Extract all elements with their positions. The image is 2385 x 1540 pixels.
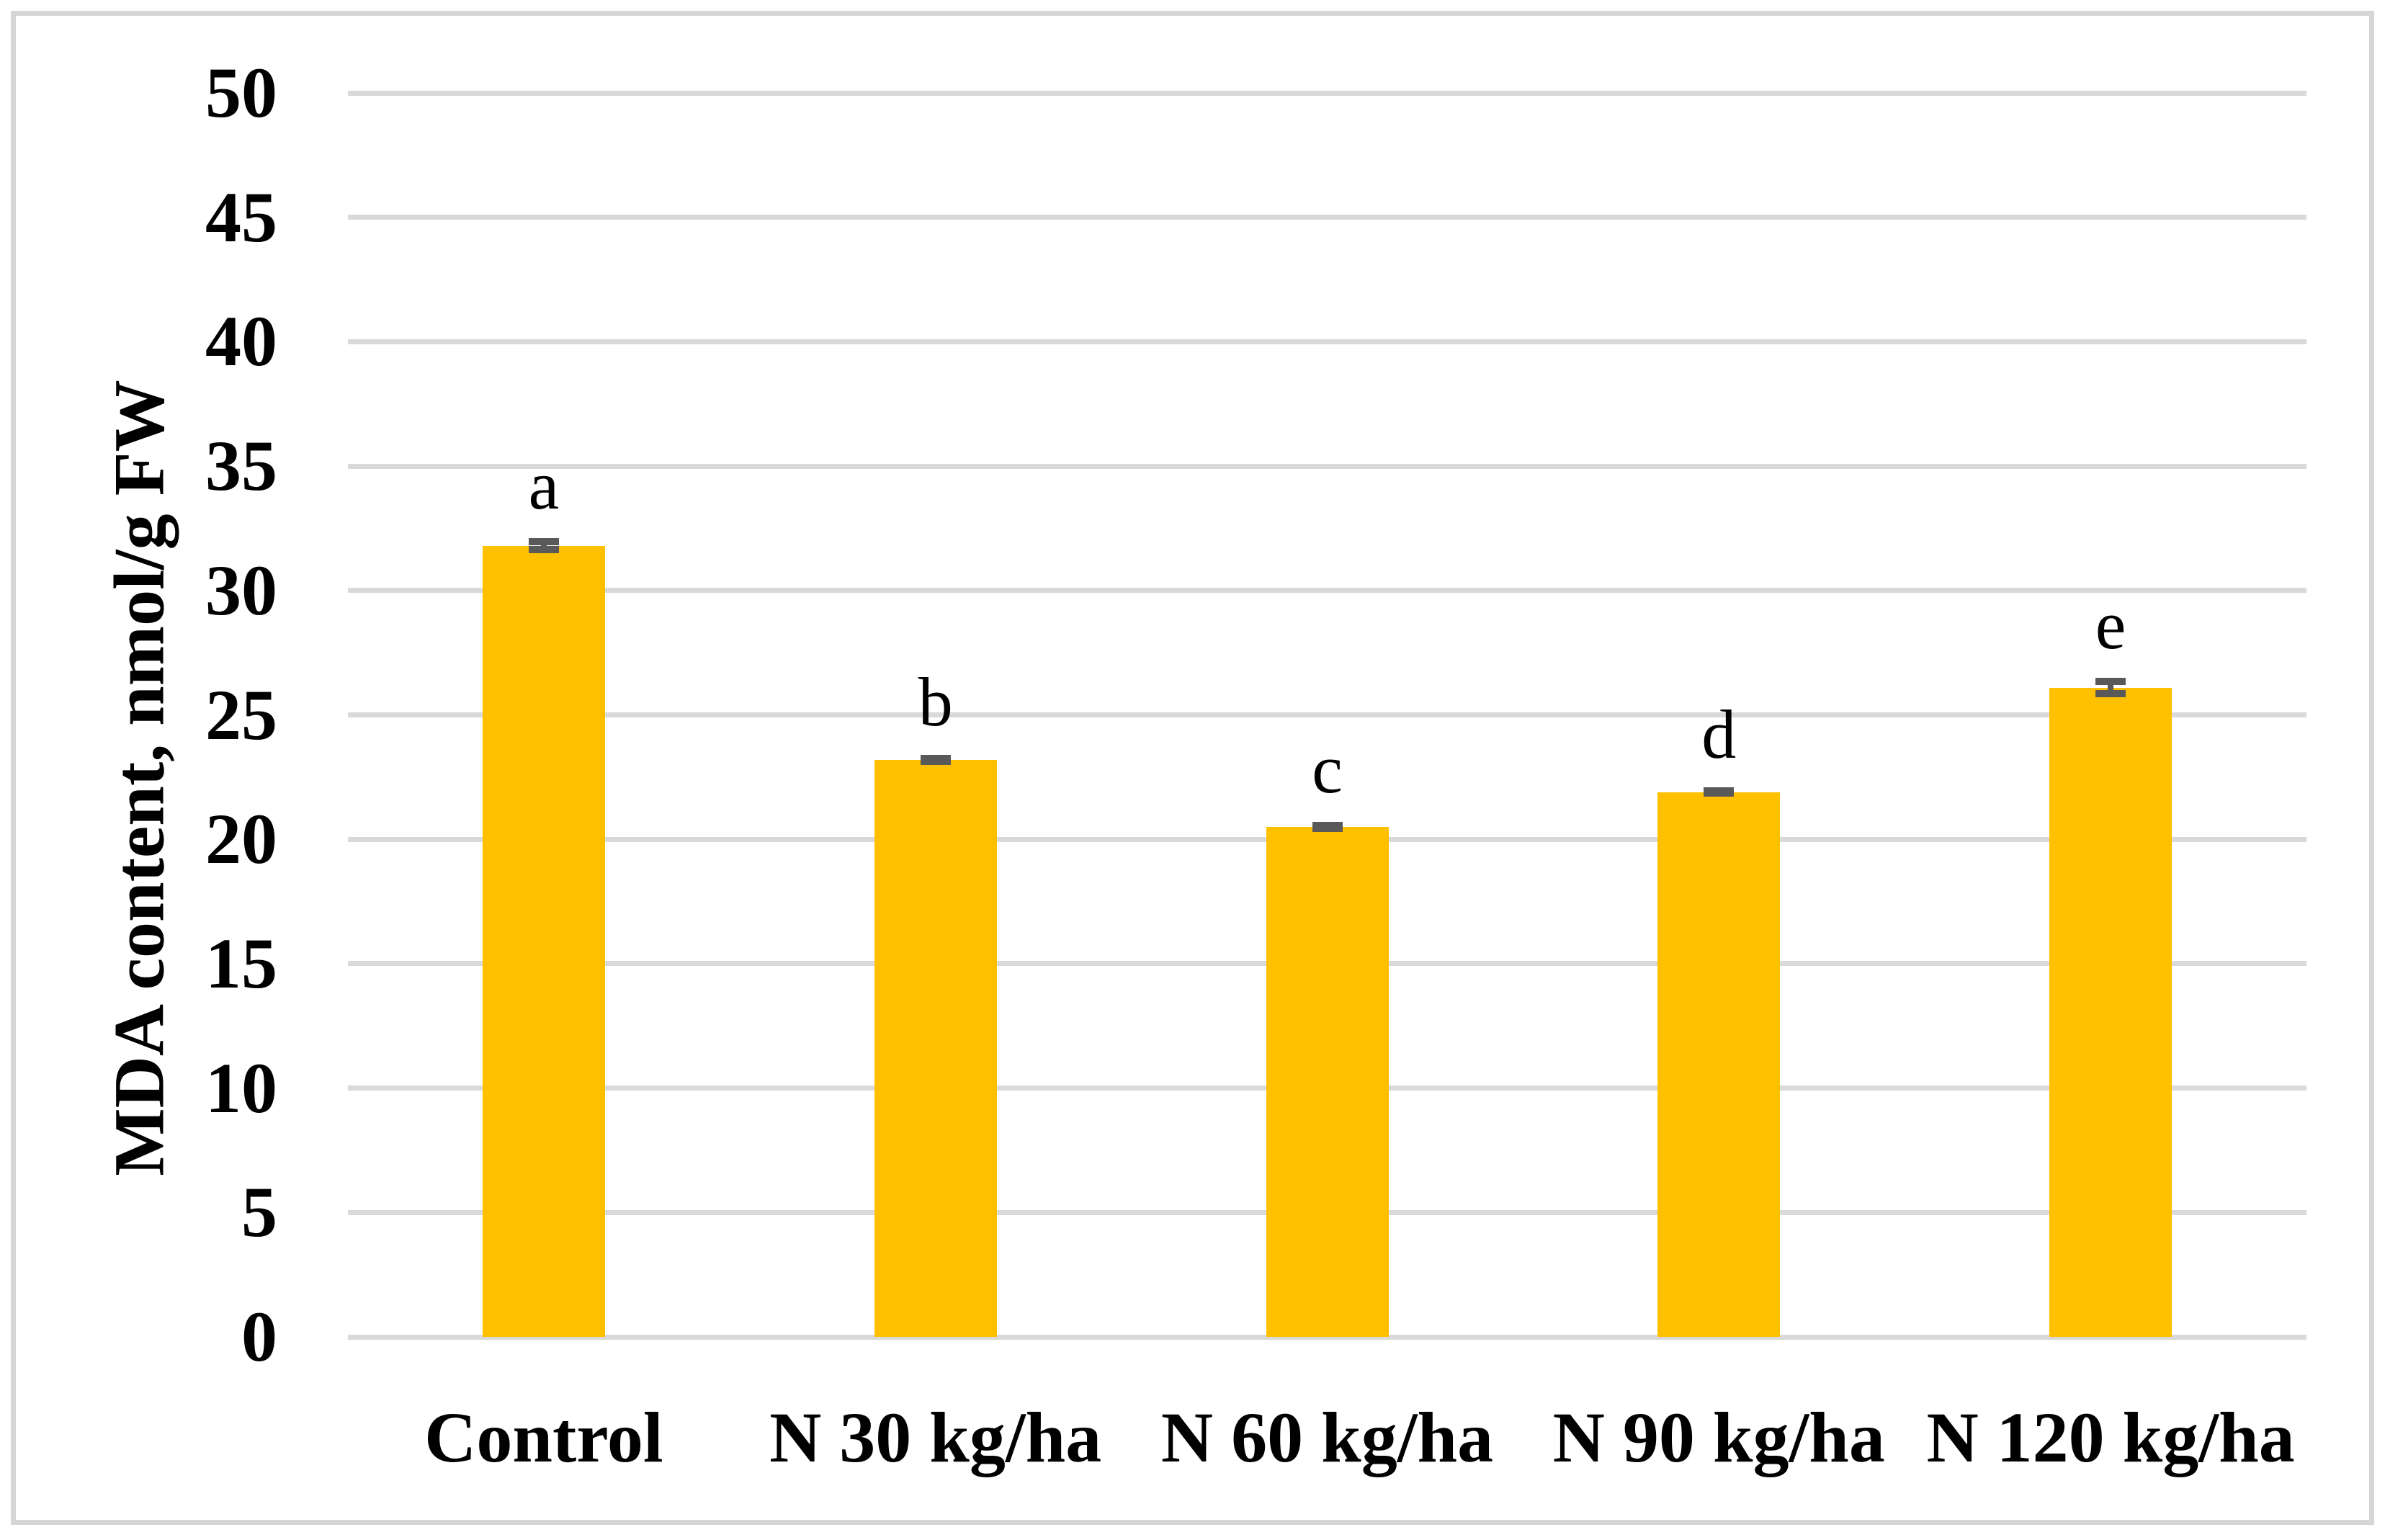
y-tick-label: 35 xyxy=(205,426,277,506)
y-tick-label: 5 xyxy=(241,1172,277,1253)
error-bar-bottom-cap xyxy=(1704,789,1735,797)
bar xyxy=(1266,826,1389,1337)
gridline xyxy=(348,463,2306,469)
error-bar xyxy=(2095,677,2126,698)
bar xyxy=(874,759,997,1337)
y-tick-label: 30 xyxy=(205,550,277,630)
error-bar-whisker xyxy=(2108,677,2114,698)
error-bar xyxy=(1704,787,1735,797)
y-tick-label: 50 xyxy=(205,53,277,133)
significance-letter: a xyxy=(528,447,560,524)
y-tick-label: 15 xyxy=(205,923,277,1003)
chart-border-frame xyxy=(11,11,2374,1525)
gridline xyxy=(348,588,2306,594)
gridline xyxy=(348,90,2306,96)
x-tick-label: N 30 kg/ha xyxy=(769,1397,1102,1477)
significance-letter: b xyxy=(918,663,953,740)
y-tick-label: 45 xyxy=(205,176,277,257)
x-tick-label: N 90 kg/ha xyxy=(1552,1397,1885,1477)
x-tick-label: N 120 kg/ha xyxy=(1926,1397,2295,1477)
error-bar-bottom-cap xyxy=(2095,690,2126,698)
y-tick-label: 20 xyxy=(205,799,277,879)
error-bar-bottom-cap xyxy=(528,545,559,553)
x-tick-label: N 60 kg/ha xyxy=(1160,1397,1494,1477)
bar xyxy=(1657,792,1781,1337)
error-bar-bottom-cap xyxy=(1312,824,1343,832)
error-bar xyxy=(1312,822,1343,832)
y-tick-label: 25 xyxy=(205,674,277,755)
significance-letter: c xyxy=(1312,730,1343,808)
error-bar xyxy=(528,538,559,553)
y-tick-label: 0 xyxy=(241,1297,277,1376)
significance-letter: d xyxy=(1701,695,1737,773)
x-tick-label: Control xyxy=(424,1397,663,1477)
error-bar-whisker xyxy=(540,538,547,553)
bar xyxy=(482,545,605,1337)
error-bar-bottom-cap xyxy=(920,757,951,765)
y-tick-label: 40 xyxy=(205,301,277,382)
gridline xyxy=(348,1334,2306,1340)
error-bar-top-cap xyxy=(2095,677,2126,685)
y-tick-label: 10 xyxy=(205,1047,277,1128)
gridline xyxy=(348,712,2306,717)
error-bar-top-cap xyxy=(528,538,559,546)
gridline xyxy=(348,339,2306,344)
error-bar xyxy=(920,754,951,765)
gridline xyxy=(348,215,2306,220)
significance-letter: e xyxy=(2095,586,2126,663)
bar xyxy=(2049,687,2173,1337)
